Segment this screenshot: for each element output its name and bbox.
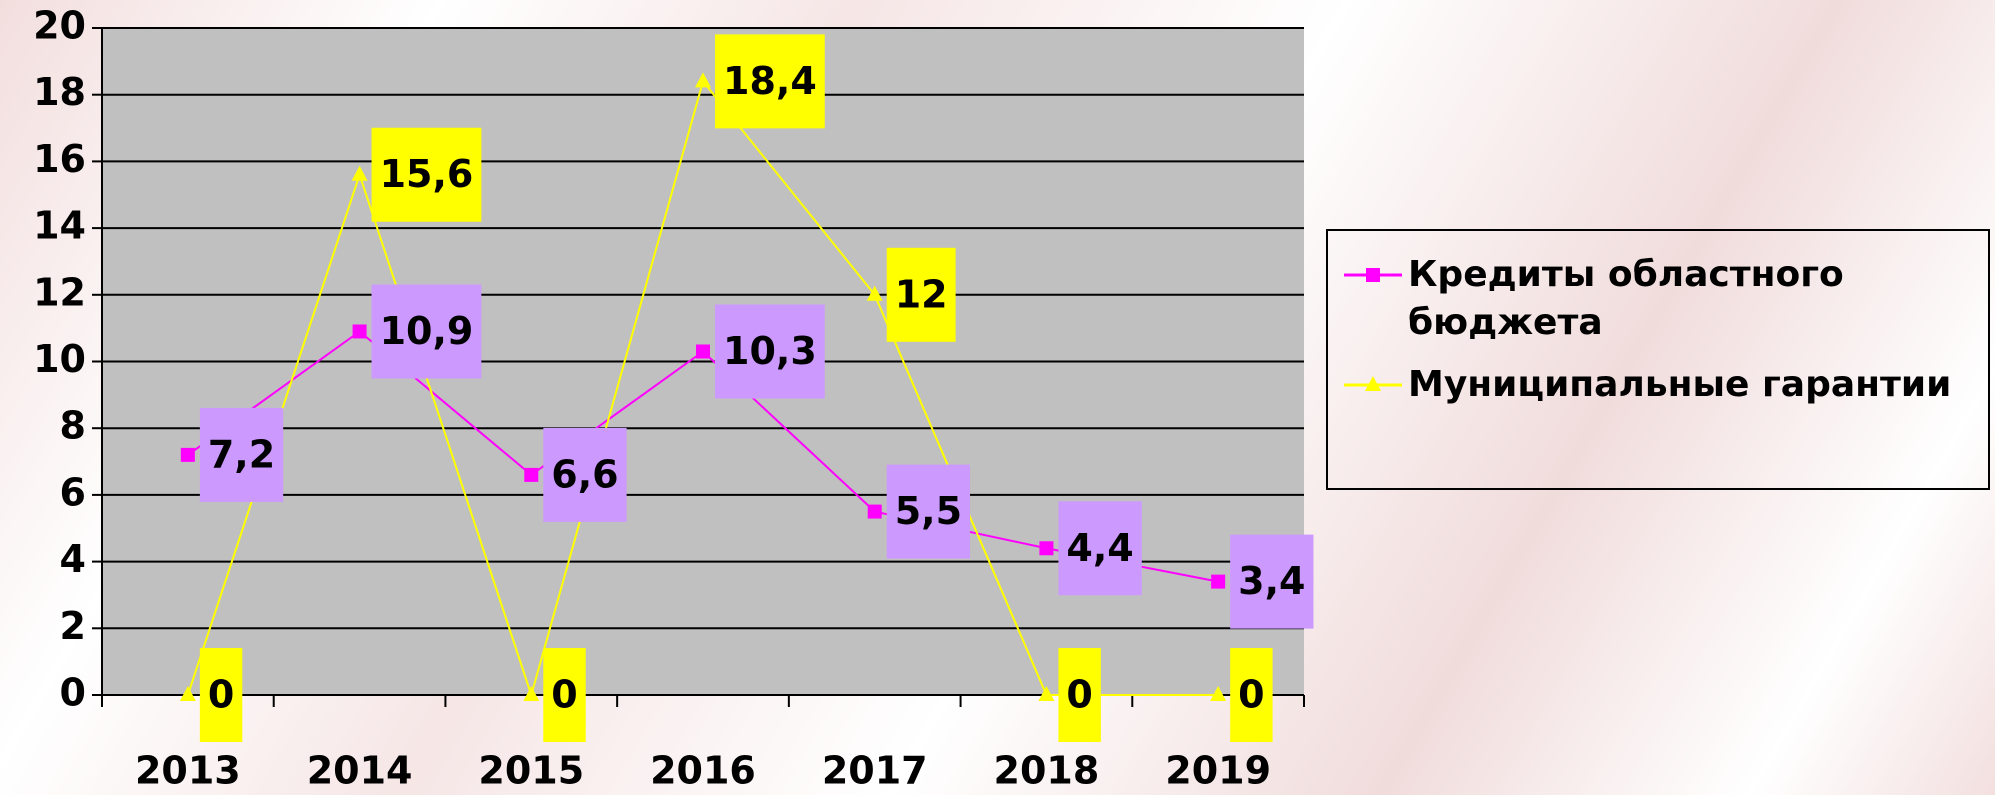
legend-marker: [1366, 268, 1380, 282]
legend-key: [1344, 268, 1402, 282]
marker: [696, 344, 710, 359]
marker: [523, 686, 540, 701]
data-label: 0: [551, 673, 577, 717]
data-label: 10,9: [380, 309, 474, 353]
marker: [1038, 686, 1055, 701]
x-tick-label: 2015: [478, 749, 584, 793]
marker: [179, 686, 196, 701]
data-label: 18,4: [723, 59, 817, 103]
x-tick-label: 2014: [307, 749, 413, 793]
marker: [695, 72, 711, 88]
legend-marker: [1365, 376, 1381, 391]
data-label-group: 5,5: [886, 464, 971, 559]
data-label: 0: [208, 673, 234, 717]
data-label-group: 10,3: [715, 304, 825, 399]
y-tick-label: 6: [60, 470, 86, 514]
marker: [1039, 541, 1054, 556]
data-label-box: [199, 407, 284, 502]
data-label: 7,2: [208, 432, 275, 476]
x-tick-label: 2019: [1165, 749, 1271, 793]
data-label-box: [1230, 648, 1273, 742]
data-label-group: 7,2: [199, 407, 284, 502]
data-label-group: 6,6: [543, 427, 627, 522]
y-tick-label: 20: [33, 4, 86, 48]
data-label: 10,3: [723, 329, 817, 373]
data-label-group: 15,6: [371, 127, 482, 222]
marker: [180, 447, 195, 462]
data-label-group: 12: [886, 247, 956, 342]
legend-label: Муниципальные гарантии: [1408, 364, 1952, 405]
marker: [1210, 686, 1227, 701]
data-label-group: 0: [1230, 648, 1273, 742]
data-label-box: [715, 304, 825, 399]
data-label: 0: [1066, 673, 1092, 717]
data-label: 5,5: [895, 489, 962, 533]
y-tick-label: 18: [33, 70, 86, 114]
y-tick-label: 12: [33, 270, 86, 314]
y-tick-label: 2: [60, 604, 86, 648]
marker: [1211, 574, 1226, 589]
marker: [352, 324, 367, 339]
data-label-box: [1230, 534, 1314, 629]
data-label-group: 0: [1058, 648, 1101, 742]
data-label-group: 18,4: [715, 34, 825, 129]
x-tick-label: 2013: [135, 749, 241, 793]
data-label-box: [1058, 648, 1101, 742]
data-label-box: [543, 427, 627, 522]
data-label: 15,6: [380, 152, 474, 196]
data-label-group: 4,4: [1058, 501, 1142, 596]
data-label-group: 0: [199, 648, 243, 742]
data-label-box: [715, 34, 825, 129]
marker: [866, 285, 883, 301]
legend-key: [1344, 376, 1402, 391]
data-label: 3,4: [1238, 559, 1305, 603]
y-tick-label: 10: [33, 337, 86, 381]
data-label-group: 10,9: [371, 284, 482, 379]
y-tick-label: 14: [33, 204, 86, 248]
marker: [867, 504, 882, 519]
data-label-box: [543, 648, 586, 742]
data-label-box: [371, 127, 482, 222]
data-label: 0: [1238, 673, 1264, 717]
x-tick-label: 2016: [650, 749, 756, 793]
marker: [524, 467, 539, 482]
marker: [351, 165, 368, 181]
data-label-group: 3,4: [1230, 534, 1314, 629]
data-label-box: [886, 464, 971, 559]
y-tick-label: 8: [60, 404, 86, 448]
y-tick-label: 0: [60, 671, 86, 715]
data-label: 4,4: [1066, 526, 1133, 570]
data-label: 6,6: [551, 452, 618, 496]
y-tick-label: 16: [33, 137, 86, 181]
data-label-box: [371, 284, 482, 379]
legend: Кредиты областного бюджета Муниципальные …: [1326, 229, 1990, 490]
data-label-group: 0: [543, 648, 586, 742]
x-tick-label: 2018: [994, 749, 1100, 793]
data-label-box: [886, 247, 956, 342]
data-label: 12: [895, 272, 948, 316]
data-label-box: [199, 648, 243, 742]
x-tick-label: 2017: [822, 749, 928, 793]
legend-label: Кредиты областного бюджета: [1408, 254, 1844, 343]
y-tick-label: 4: [60, 537, 86, 581]
data-label-box: [1058, 501, 1142, 596]
